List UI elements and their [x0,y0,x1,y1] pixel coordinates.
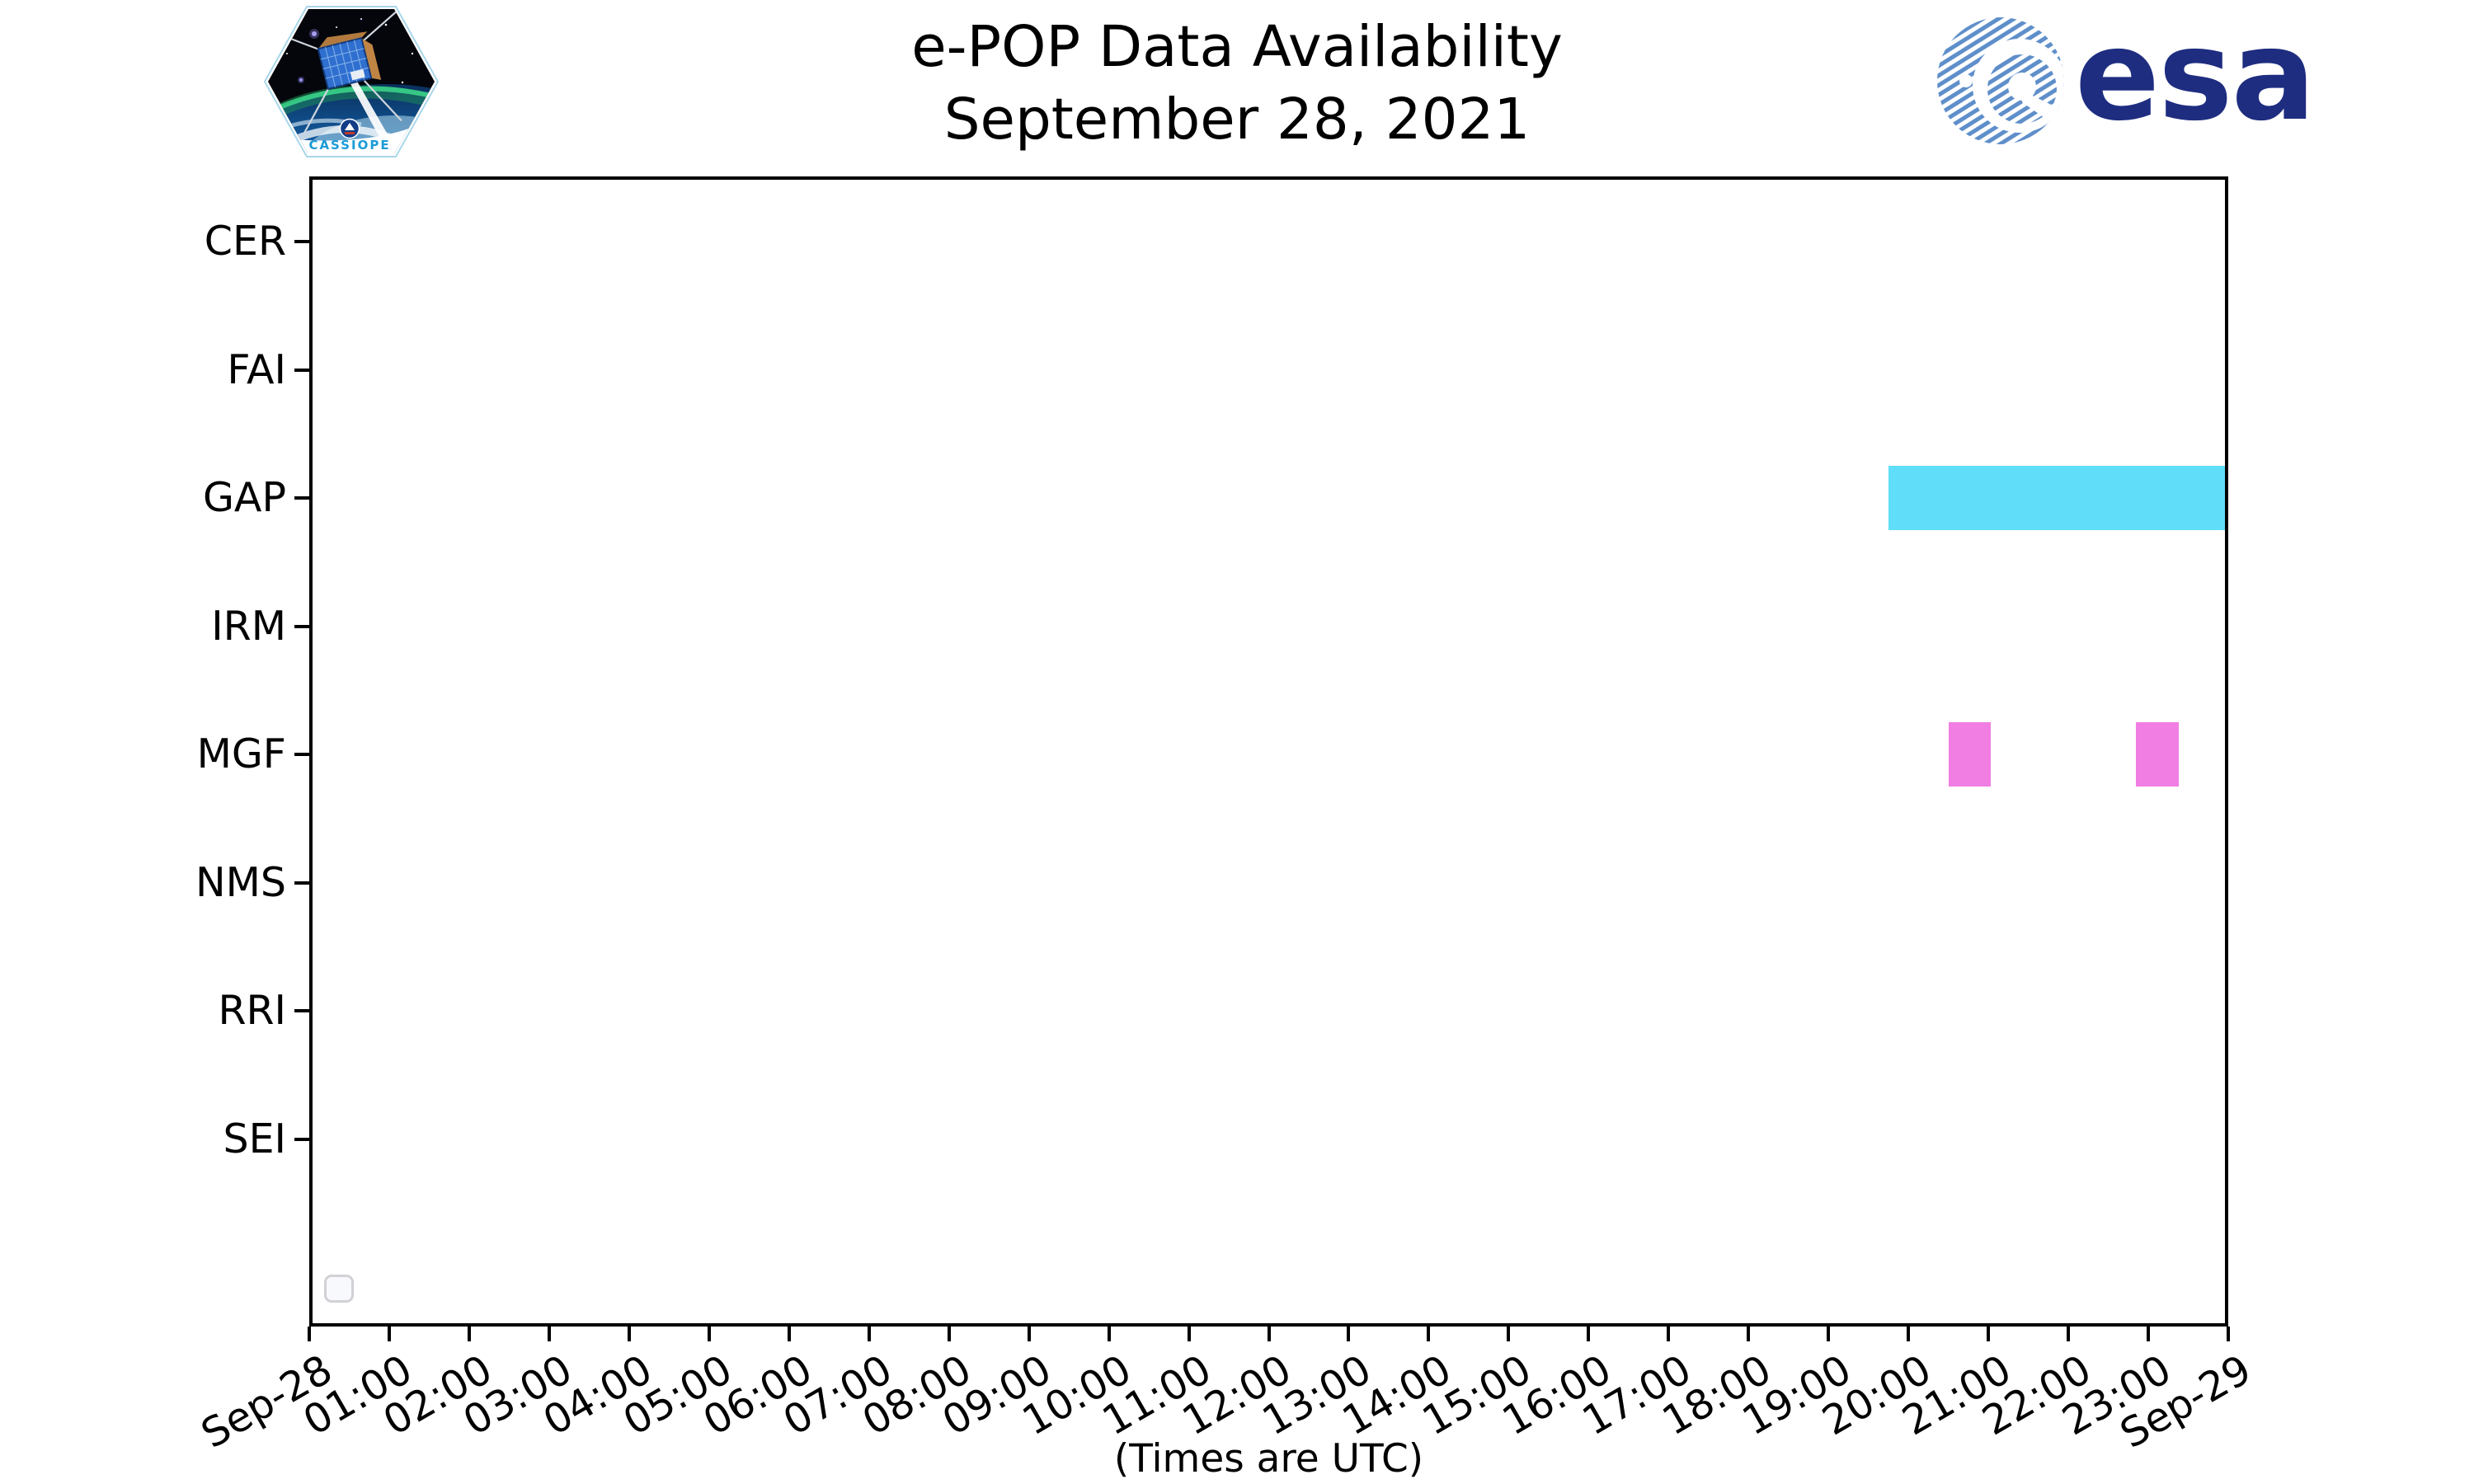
e-counter [2008,73,2036,101]
y-tick-label: RRI [218,987,286,1034]
cassiope-wordmark: CASSIOPE [308,138,390,153]
x-tick-mark [867,1327,871,1341]
x-tick-mark [707,1327,711,1341]
satellite-illustration [268,9,403,134]
y-tick-mark [294,753,309,756]
y-tick-label: NMS [195,858,286,906]
availability-bar-mgf [2136,722,2179,787]
x-tick-mark [2227,1327,2230,1341]
x-tick-mark [387,1327,391,1341]
x-tick-mark [627,1327,631,1341]
x-axis-label: (Times are UTC) [1113,1436,1424,1482]
y-tick-mark [294,1009,309,1012]
y-tick-label: CER [204,218,286,265]
y-tick-label: GAP [202,474,286,521]
y-tick-mark [294,240,309,243]
esa-globe-icon [1937,17,2064,144]
globe-star-hole [1959,74,1973,87]
x-tick-mark [308,1327,311,1341]
x-tick-mark [1507,1327,1511,1341]
x-tick-mark [1187,1327,1191,1341]
x-tick-mark [1427,1327,1431,1341]
aurora [268,85,435,123]
x-tick-mark [1827,1327,1831,1341]
legend-box [324,1275,354,1303]
chart-subtitle: September 28, 2021 [943,86,1531,153]
signal-beam [350,78,388,139]
x-tick-mark [1987,1327,1991,1341]
bottom-band [268,115,435,154]
y-tick-label: SEI [223,1115,286,1162]
y-tick-label: IRM [211,602,286,650]
x-tick-mark [1587,1327,1591,1341]
x-tick-mark [2147,1327,2151,1341]
figure-header: e-POP Data Availability September 28, 20… [0,12,2474,156]
x-tick-mark [2067,1327,2071,1341]
x-tick-mark [1107,1327,1111,1341]
esa-wordmark: esa [2075,2,2316,148]
y-tick-mark [294,496,309,500]
y-tick-mark [294,881,309,885]
plot-area [309,176,2228,1327]
y-tick-mark [294,1137,309,1141]
csa-emblem [339,118,360,139]
y-tick-mark [294,368,309,372]
x-tick-mark [1027,1327,1031,1341]
chart-title: e-POP Data Availability [911,14,1563,80]
y-tick-mark [294,624,309,628]
x-tick-mark [467,1327,471,1341]
esa-logo: esa [1935,2,2316,148]
availability-bar-gap [1888,466,2228,530]
y-tick-label: MGF [196,730,286,777]
x-tick-mark [787,1327,791,1341]
x-tick-mark [1747,1327,1751,1341]
x-tick-mark [547,1327,551,1341]
x-tick-mark [1267,1327,1271,1341]
availability-bar-mgf [1948,722,1992,787]
x-tick-mark [1907,1327,1911,1341]
x-tick-mark [1347,1327,1351,1341]
cassiope-logo: CASSIOPE [263,6,440,157]
x-tick-mark [1667,1327,1671,1341]
y-tick-label: FAI [227,345,286,393]
x-tick-mark [947,1327,951,1341]
stars [286,17,414,84]
